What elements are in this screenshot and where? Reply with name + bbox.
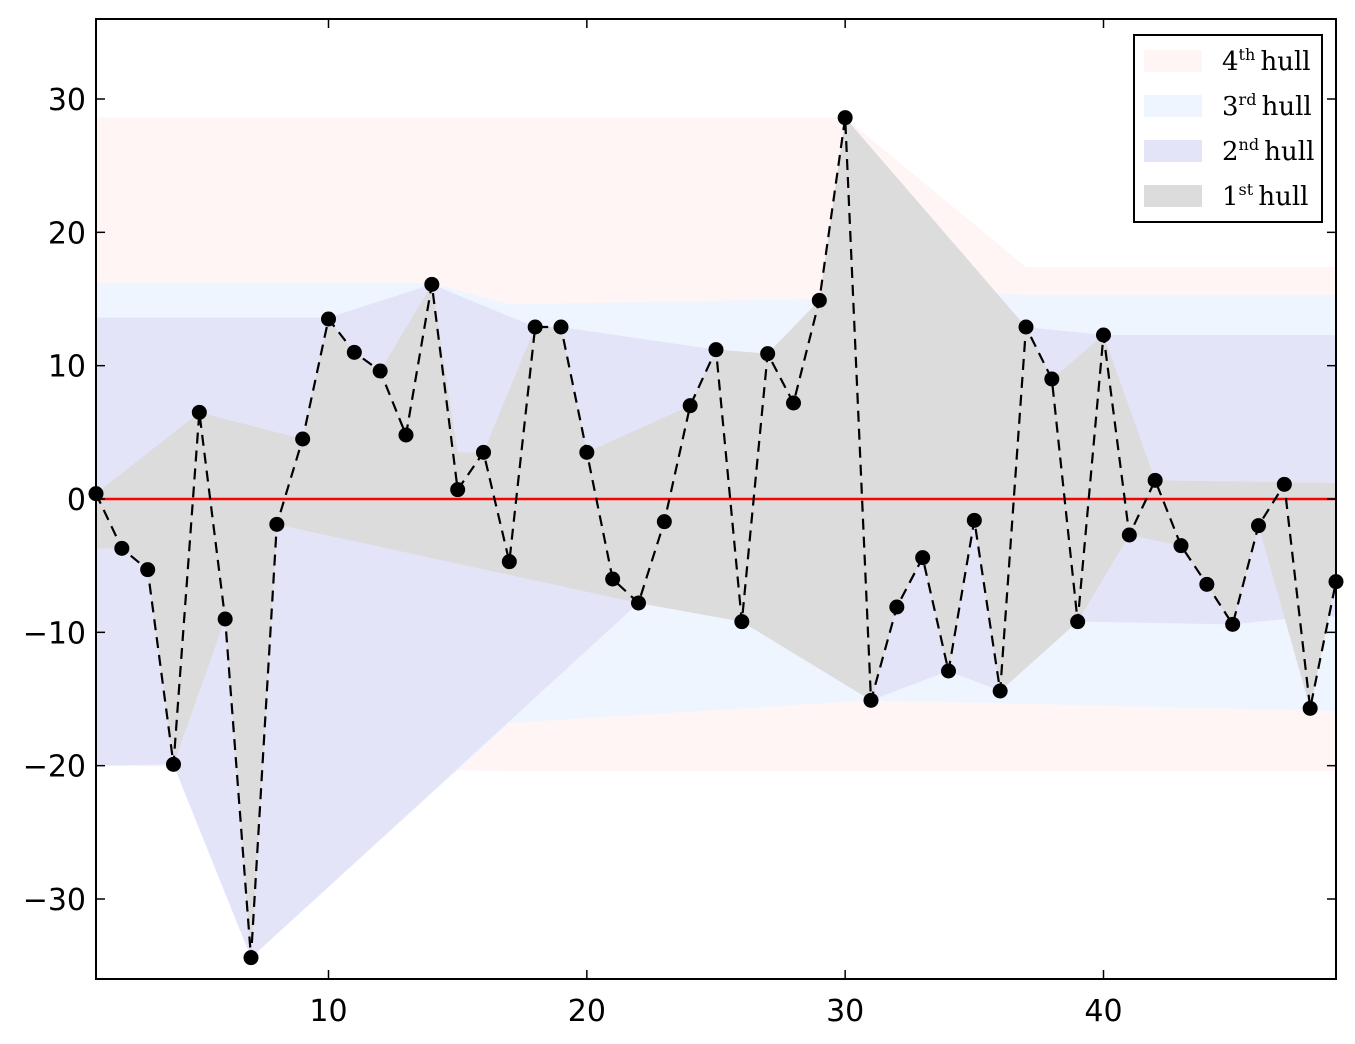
- data-point: [734, 614, 750, 630]
- legend-label: 4th hull: [1222, 45, 1311, 77]
- data-point: [424, 276, 440, 292]
- plot-area: [88, 110, 1344, 966]
- data-point: [863, 692, 879, 708]
- x-tick-label: 30: [826, 994, 864, 1029]
- data-point: [372, 363, 388, 379]
- data-point: [682, 398, 698, 414]
- y-tick-label: −10: [23, 616, 86, 651]
- data-point: [527, 319, 543, 335]
- legend-label: 1st hull: [1222, 180, 1309, 212]
- y-tick-label: −20: [23, 750, 86, 785]
- data-point: [605, 571, 621, 587]
- data-point: [941, 663, 956, 679]
- hull-bands: [96, 117, 1336, 958]
- y-tick-label: −30: [23, 883, 86, 918]
- legend-label: 3rd hull: [1222, 90, 1312, 122]
- x-tick-label: 10: [309, 994, 347, 1029]
- data-point: [1276, 476, 1292, 492]
- data-point: [1302, 700, 1318, 716]
- legend-swatch: [1144, 95, 1202, 117]
- legend-swatch: [1144, 50, 1202, 72]
- data-point: [708, 342, 724, 358]
- data-point: [321, 311, 336, 327]
- data-point: [450, 482, 466, 498]
- axis-ticks: 10 20 30 40 −30 −20 −10 0 10 20 30: [23, 19, 1336, 1029]
- data-point: [1251, 518, 1266, 534]
- data-point: [269, 516, 285, 532]
- data-point: [631, 595, 646, 611]
- data-point: [398, 427, 414, 443]
- data-point: [837, 110, 853, 126]
- legend-swatch: [1144, 185, 1202, 207]
- y-tick-label: 10: [48, 350, 86, 385]
- data-point: [1070, 614, 1086, 630]
- data-point: [1018, 319, 1034, 335]
- legend-swatch: [1144, 140, 1202, 162]
- data-point: [1096, 327, 1111, 343]
- data-point: [889, 599, 905, 615]
- data-point: [760, 346, 776, 362]
- data-point: [346, 344, 362, 360]
- data-point: [166, 756, 181, 772]
- data-point: [114, 540, 130, 556]
- data-point: [1225, 616, 1241, 632]
- data-point: [1199, 576, 1215, 592]
- x-tick-label: 20: [568, 994, 606, 1029]
- data-series: [88, 110, 1344, 966]
- data-point: [992, 683, 1008, 699]
- x-tick-label: 40: [1084, 994, 1122, 1029]
- data-point: [786, 395, 801, 411]
- data-point: [295, 431, 311, 447]
- data-point: [243, 950, 259, 966]
- data-point: [1044, 371, 1060, 387]
- legend: 4th hull 3rd hull 2nd hull 1st hull: [1133, 34, 1323, 223]
- data-point: [811, 292, 827, 308]
- data-point: [140, 562, 156, 578]
- data-point: [476, 444, 491, 460]
- data-point: [915, 550, 931, 566]
- data-point: [501, 554, 517, 570]
- data-point: [1147, 472, 1163, 488]
- data-point: [656, 514, 672, 530]
- data-point: [217, 611, 233, 627]
- y-tick-label: 30: [48, 83, 86, 118]
- data-point: [966, 512, 982, 528]
- data-point: [191, 404, 207, 420]
- data-point: [579, 444, 595, 460]
- data-point: [553, 319, 569, 335]
- data-point: [1173, 538, 1189, 554]
- y-tick-label: 20: [48, 216, 86, 251]
- legend-label: 2nd hull: [1222, 135, 1314, 167]
- y-tick-label: 0: [67, 483, 86, 518]
- data-point: [1121, 527, 1137, 543]
